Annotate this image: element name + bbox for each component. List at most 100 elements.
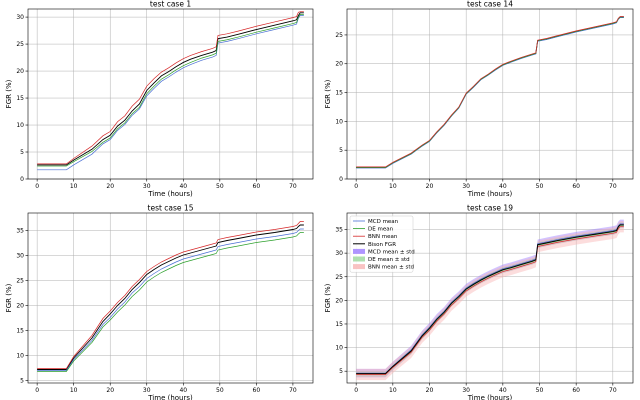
x-tick-label: 40 (179, 183, 187, 190)
legend-label: MCD mean (368, 219, 399, 225)
x-tick-label: 50 (536, 183, 544, 190)
legend-label: BNN mean (368, 234, 398, 240)
legend-patch-swatch (353, 264, 365, 270)
y-tick-label: 15 (335, 321, 343, 328)
series-line-3 (356, 224, 624, 375)
x-tick-label: 0 (354, 183, 358, 190)
x-tick-label: 10 (389, 183, 397, 190)
y-tick-label: 20 (16, 68, 24, 75)
y-tick-label: 5 (20, 378, 24, 385)
x-tick-label: 20 (426, 387, 434, 394)
x-axis-label: Time (hours) (147, 394, 193, 400)
y-tick-label: 20 (335, 61, 343, 68)
series-line-2 (356, 16, 624, 168)
x-tick-label: 10 (389, 387, 397, 394)
series-line-2 (356, 226, 624, 375)
y-tick-label: 10 (335, 118, 343, 125)
x-tick-label: 70 (289, 183, 297, 190)
x-tick-label: 40 (499, 183, 507, 190)
y-tick-label: 0 (20, 176, 24, 183)
y-tick-label: 25 (16, 278, 24, 285)
x-tick-label: 0 (354, 387, 358, 394)
y-tick-label: 0 (339, 176, 343, 183)
series-line-3 (37, 11, 304, 165)
subplot-title: test case 1 (150, 0, 191, 9)
x-tick-label: 60 (572, 387, 580, 394)
series-line-1 (356, 17, 624, 169)
series-line-2 (37, 14, 304, 167)
subplot-4: 0 10 20 30 40 50 60 70 5 10 15 20 25 30 35 test case 19… (324, 204, 634, 400)
x-tick-label: 70 (609, 387, 617, 394)
y-tick-label: 10 (16, 353, 24, 360)
x-axis-label: Time (hours) (467, 394, 513, 400)
x-tick-label: 50 (536, 387, 544, 394)
y-tick-label: 25 (16, 41, 24, 48)
axes-frame (346, 212, 634, 384)
legend-patch-swatch (353, 256, 365, 262)
series-line-3 (356, 16, 624, 168)
legend-patch-swatch (353, 248, 365, 254)
x-tick-label: 40 (499, 387, 507, 394)
y-tick-label: 15 (16, 95, 24, 102)
legend-box (349, 215, 414, 273)
y-tick-label: 15 (16, 328, 24, 335)
y-tick-label: 25 (335, 32, 343, 39)
legend-label: BNN mean ± std (368, 265, 414, 271)
x-tick-label: 0 (35, 387, 39, 394)
y-tick-label: 5 (339, 147, 343, 154)
subplot-title: test case 19 (467, 204, 513, 213)
axes-frame (27, 212, 314, 384)
y-tick-label: 10 (16, 122, 24, 129)
y-tick-label: 35 (335, 227, 343, 234)
x-tick-label: 20 (106, 183, 114, 190)
y-tick-label: 15 (335, 90, 343, 97)
x-tick-label: 30 (462, 183, 470, 190)
y-axis-label: FGR (%) (5, 79, 13, 108)
y-tick-label: 30 (16, 14, 24, 21)
y-tick-label: 5 (339, 368, 343, 375)
x-tick-label: 30 (462, 387, 470, 394)
x-tick-label: 10 (70, 387, 78, 394)
series-line-0 (37, 224, 304, 370)
std-band-2 (356, 221, 624, 381)
series-line-2 (37, 232, 304, 372)
x-tick-label: 30 (143, 387, 151, 394)
x-axis-label: Time (hours) (147, 190, 193, 198)
y-tick-label: 20 (335, 297, 343, 304)
x-tick-label: 40 (179, 387, 187, 394)
series-line-0 (356, 223, 624, 374)
subplot-3: 0 10 20 30 40 50 60 70 5 10 15 20 25 30 35 test case 15… (5, 204, 314, 400)
series-line-0 (37, 12, 304, 166)
legend-label: DE mean ± std (368, 257, 410, 263)
std-band-0 (356, 219, 624, 378)
series-line-3 (37, 221, 304, 369)
y-tick-label: 5 (20, 149, 24, 156)
x-tick-label: 60 (572, 183, 580, 190)
legend-label: Bison FGR (368, 242, 396, 248)
y-axis-label: FGR (%) (324, 79, 332, 108)
legend-label: MCD mean ± std (368, 249, 415, 255)
subplot-title: test case 14 (467, 0, 513, 9)
y-tick-label: 30 (16, 253, 24, 260)
x-axis-label: Time (hours) (467, 190, 513, 198)
y-tick-label: 30 (335, 250, 343, 257)
series-line-1 (37, 228, 304, 371)
y-tick-label: 20 (16, 303, 24, 310)
x-tick-label: 60 (253, 387, 261, 394)
series-line-0 (356, 16, 624, 168)
x-tick-label: 70 (609, 183, 617, 190)
x-tick-label: 30 (143, 183, 151, 190)
subplot-1: 0 10 20 30 40 50 60 70 0 5 10 15 20 25 30 test case 1 Ti… (5, 0, 314, 198)
y-tick-label: 25 (335, 274, 343, 281)
series-line-1 (37, 15, 304, 171)
y-axis-label: FGR (%) (324, 283, 332, 312)
axes-frame (27, 8, 314, 180)
subplot-2: 0 10 20 30 40 50 60 70 0 5 10 15 20 25 test case 14 Tim… (324, 0, 634, 198)
y-tick-label: 10 (335, 345, 343, 352)
x-tick-label: 60 (253, 183, 261, 190)
x-tick-label: 10 (70, 183, 78, 190)
x-tick-label: 20 (426, 183, 434, 190)
legend-label: DE mean (368, 227, 394, 233)
